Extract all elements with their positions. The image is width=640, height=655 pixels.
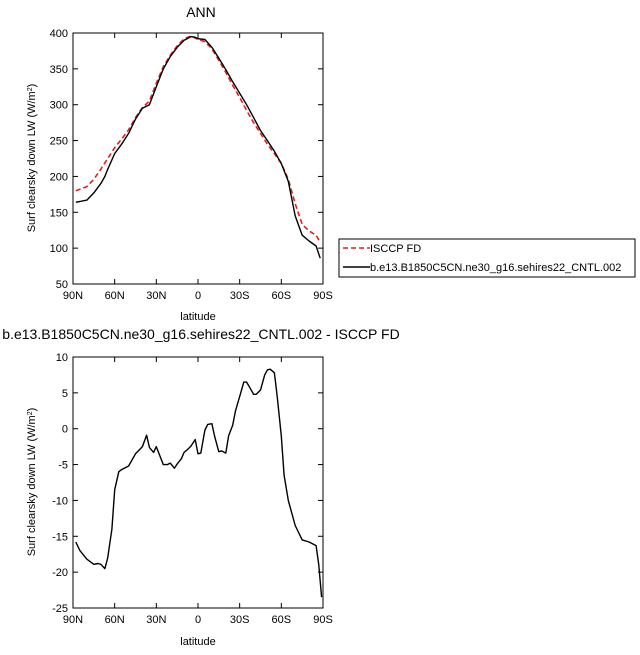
bottom-panel: b.e13.B1850C5CN.ne30_g16.sehires22_CNTL.…	[2, 326, 399, 648]
series-line-0	[75, 35, 321, 243]
y-tick-label: 250	[50, 136, 68, 148]
y-tick-label: 100	[50, 243, 68, 255]
bottom-y-ticks: -25 -20 -15 -10 -5 0 5 10	[52, 352, 323, 615]
y-tick-label: -15	[52, 531, 68, 543]
bottom-x-ticks: 90N 60N 30N 0 30S 60S 90S	[63, 357, 333, 626]
top-plot-frame	[72, 32, 324, 285]
series-line-0	[75, 368, 323, 598]
top-series-lines	[75, 35, 321, 259]
y-tick-label: 200	[50, 171, 68, 183]
top-y-ticks: 50 100 150 200 250 300 350 400	[50, 28, 323, 291]
top-y-axis-label: Surf clearsky down LW (W/m2)	[26, 84, 38, 233]
x-tick-label: 90S	[313, 614, 333, 626]
legend-label-isccp: ISCCP FD	[370, 243, 421, 255]
x-tick-label: 30S	[230, 614, 250, 626]
top-x-axis-label: latitude	[180, 311, 215, 323]
x-tick-label: 90S	[313, 290, 333, 302]
y-tick-label: 400	[50, 28, 68, 40]
y-tick-label: -10	[52, 495, 68, 507]
x-tick-label: 30S	[230, 290, 250, 302]
y-tick-label: 5	[62, 388, 68, 400]
bottom-x-axis-label: latitude	[180, 636, 215, 648]
x-tick-label: 60S	[272, 290, 292, 302]
top-x-ticks: 90N 60N 30N 0 30S 60S 90S	[63, 33, 333, 302]
y-tick-label: -5	[58, 460, 68, 472]
legend-box	[338, 238, 636, 278]
x-tick-label: 0	[195, 614, 201, 626]
y-tick-label: 300	[50, 100, 68, 112]
bottom-chart-title: b.e13.B1850C5CN.ne30_g16.sehires22_CNTL.…	[2, 326, 399, 342]
legend-label-model: b.e13.B1850C5CN.ne30_g16.sehires22_CNTL.…	[370, 262, 621, 274]
y-tick-label: -20	[52, 567, 68, 579]
bottom-series-lines	[75, 368, 323, 598]
y-tick-label: 0	[62, 424, 68, 436]
y-tick-label: 10	[56, 352, 68, 364]
x-tick-label: 30N	[146, 290, 166, 302]
x-tick-label: 30N	[146, 614, 166, 626]
x-tick-label: 90N	[63, 614, 83, 626]
x-tick-label: 0	[195, 290, 201, 302]
bottom-y-axis-label: Surf clearsky down LW (W/m2)	[26, 408, 38, 557]
x-tick-label: 90N	[63, 290, 83, 302]
chart-legend: ISCCP FD b.e13.B1850C5CN.ne30_g16.sehire…	[338, 238, 636, 278]
top-chart-title: ANN	[186, 4, 216, 20]
y-tick-label: 150	[50, 207, 68, 219]
series-line-1	[75, 35, 321, 259]
x-tick-label: 60N	[105, 290, 125, 302]
y-tick-label: -25	[52, 603, 68, 615]
top-panel: ANN 50 100 150 200 250 300 350 400 90N 60N 30N 0 30…	[26, 4, 333, 323]
y-tick-label: 350	[50, 64, 68, 76]
x-tick-label: 60S	[272, 614, 292, 626]
x-tick-label: 60N	[105, 614, 125, 626]
y-tick-label: 50	[56, 279, 68, 291]
